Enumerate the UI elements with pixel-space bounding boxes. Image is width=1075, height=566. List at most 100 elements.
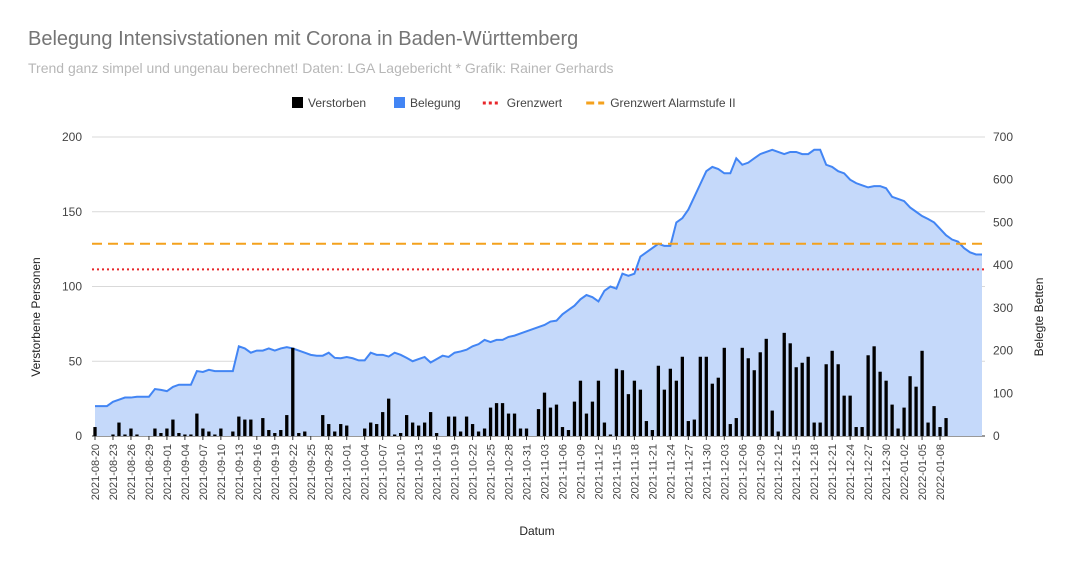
verstorben-bar [932, 406, 936, 436]
x-tick-label: 2021-10-19 [450, 444, 462, 500]
threshold-lines [92, 242, 985, 271]
verstorben-bar [267, 430, 271, 436]
x-tick-label: 2021-11-09 [576, 444, 588, 499]
x-tick-label: 2021-10-10 [396, 444, 408, 500]
verstorben-bar [213, 434, 217, 436]
verstorben-bar [716, 377, 720, 436]
verstorben-bar [620, 370, 625, 436]
verstorben-bar [914, 386, 918, 436]
x-tick-label: 2021-10-01 [342, 444, 354, 500]
belegung-area [94, 149, 983, 436]
verstorben-bar [848, 395, 852, 436]
y-axis-left-label: Verstorbene Personen [29, 257, 43, 376]
y-left-tick-label: 50 [69, 354, 83, 368]
verstorben-bar [764, 338, 768, 436]
verstorben-bar [776, 431, 780, 436]
x-tick-label: 2021-11-21 [647, 444, 659, 499]
belegung-area-layer [94, 148, 983, 436]
verstorben-bar [333, 431, 337, 436]
legend-item: Grenzwert Alarmstufe II [586, 96, 736, 110]
verstorben-bar [710, 383, 714, 436]
verstorben-bar [416, 425, 421, 436]
y-right-tick-label: 100 [993, 386, 1013, 400]
x-tick-label: 2021-11-15 [611, 444, 623, 499]
verstorben-bar [752, 370, 756, 436]
verstorben-bar [249, 419, 253, 436]
axes: 0 50 100 150 200 0 100 200 300 400 500 600 700 2021-0… [62, 130, 1013, 500]
verstorben-bar [560, 427, 565, 436]
verstorben-bar [428, 412, 433, 436]
verstorben-bar [608, 434, 613, 436]
verstorben-bar [674, 380, 678, 436]
verstorben-bar [500, 403, 505, 436]
verstorben-bar [686, 421, 690, 436]
x-tick-label: 2021-11-18 [629, 444, 641, 499]
verstorben-bar [237, 416, 241, 436]
verstorben-bar [854, 427, 858, 436]
legend-label: Grenzwert Alarmstufe II [610, 96, 735, 110]
verstorben-bar [584, 413, 589, 436]
verstorben-bar [908, 376, 912, 436]
verstorben-bar [482, 428, 487, 436]
verstorben-bar [926, 422, 930, 436]
verstorben-bar [554, 404, 559, 436]
verstorben-bar [638, 389, 643, 436]
verstorben-bar [572, 401, 577, 436]
verstorben-bar [728, 424, 732, 436]
verstorben-bar [746, 358, 750, 436]
verstorben-bar [291, 347, 295, 436]
verstorben-bar [842, 395, 846, 436]
legend-item: Grenzwert [482, 96, 563, 110]
verstorben-bar [632, 380, 637, 436]
verstorben-bar [782, 332, 786, 436]
x-tick-label: 2021-09-13 [234, 444, 246, 500]
verstorben-bar [824, 364, 828, 436]
x-tick-label: 2021-12-24 [845, 444, 857, 500]
verstorben-bar [506, 413, 511, 436]
x-tick-label: 2021-11-27 [683, 444, 695, 499]
verstorben-bar [770, 410, 774, 436]
verstorben-bar [884, 380, 888, 436]
x-tick-label: 2021-12-30 [881, 444, 893, 500]
verstorben-bar [458, 431, 463, 436]
x-tick-label: 2021-12-18 [809, 444, 821, 500]
verstorben-bar [135, 434, 139, 436]
verstorben-bar [788, 343, 792, 436]
x-tick-label: 2021-09-16 [252, 444, 264, 500]
legend-label: Grenzwert [507, 96, 563, 110]
legend-swatch [292, 97, 303, 108]
x-tick-label: 2022-01-08 [935, 444, 947, 500]
verstorben-bar [656, 365, 661, 436]
verstorben-bar [273, 433, 277, 436]
verstorben-bar [644, 421, 649, 436]
verstorben-bar [159, 433, 163, 436]
x-tick-label: 2021-10-22 [468, 444, 480, 500]
y-right-tick-label: 700 [993, 130, 1013, 144]
x-tick-label: 2021-10-13 [414, 444, 426, 500]
x-tick-label: 2021-12-03 [719, 444, 731, 500]
verstorben-bar [734, 418, 738, 436]
x-tick-label: 2022-01-02 [899, 444, 911, 500]
verstorben-bar [375, 424, 379, 436]
legend-label: Verstorben [308, 96, 366, 110]
verstorben-bar [111, 434, 115, 436]
verstorben-bar [201, 428, 205, 436]
verstorben-bar [117, 422, 121, 436]
x-tick-label: 2021-12-15 [791, 444, 803, 500]
legend-item: Verstorben [292, 96, 366, 110]
verstorben-bar [183, 434, 187, 436]
x-tick-label: 2021-11-12 [593, 444, 605, 499]
x-tick-label: 2021-08-26 [126, 444, 138, 500]
verstorben-bar [405, 415, 409, 436]
y-right-tick-label: 0 [993, 429, 1000, 443]
verstorben-bar [399, 433, 403, 436]
verstorben-bar [668, 368, 672, 436]
verstorben-bar [830, 350, 834, 436]
y-right-tick-label: 200 [993, 344, 1013, 358]
verstorben-bar [860, 427, 864, 436]
verstorben-bar [722, 347, 726, 436]
belegung-line [95, 148, 982, 408]
verstorben-bar [93, 427, 97, 436]
verstorben-bar [345, 425, 349, 436]
verstorben-bar [219, 428, 223, 436]
